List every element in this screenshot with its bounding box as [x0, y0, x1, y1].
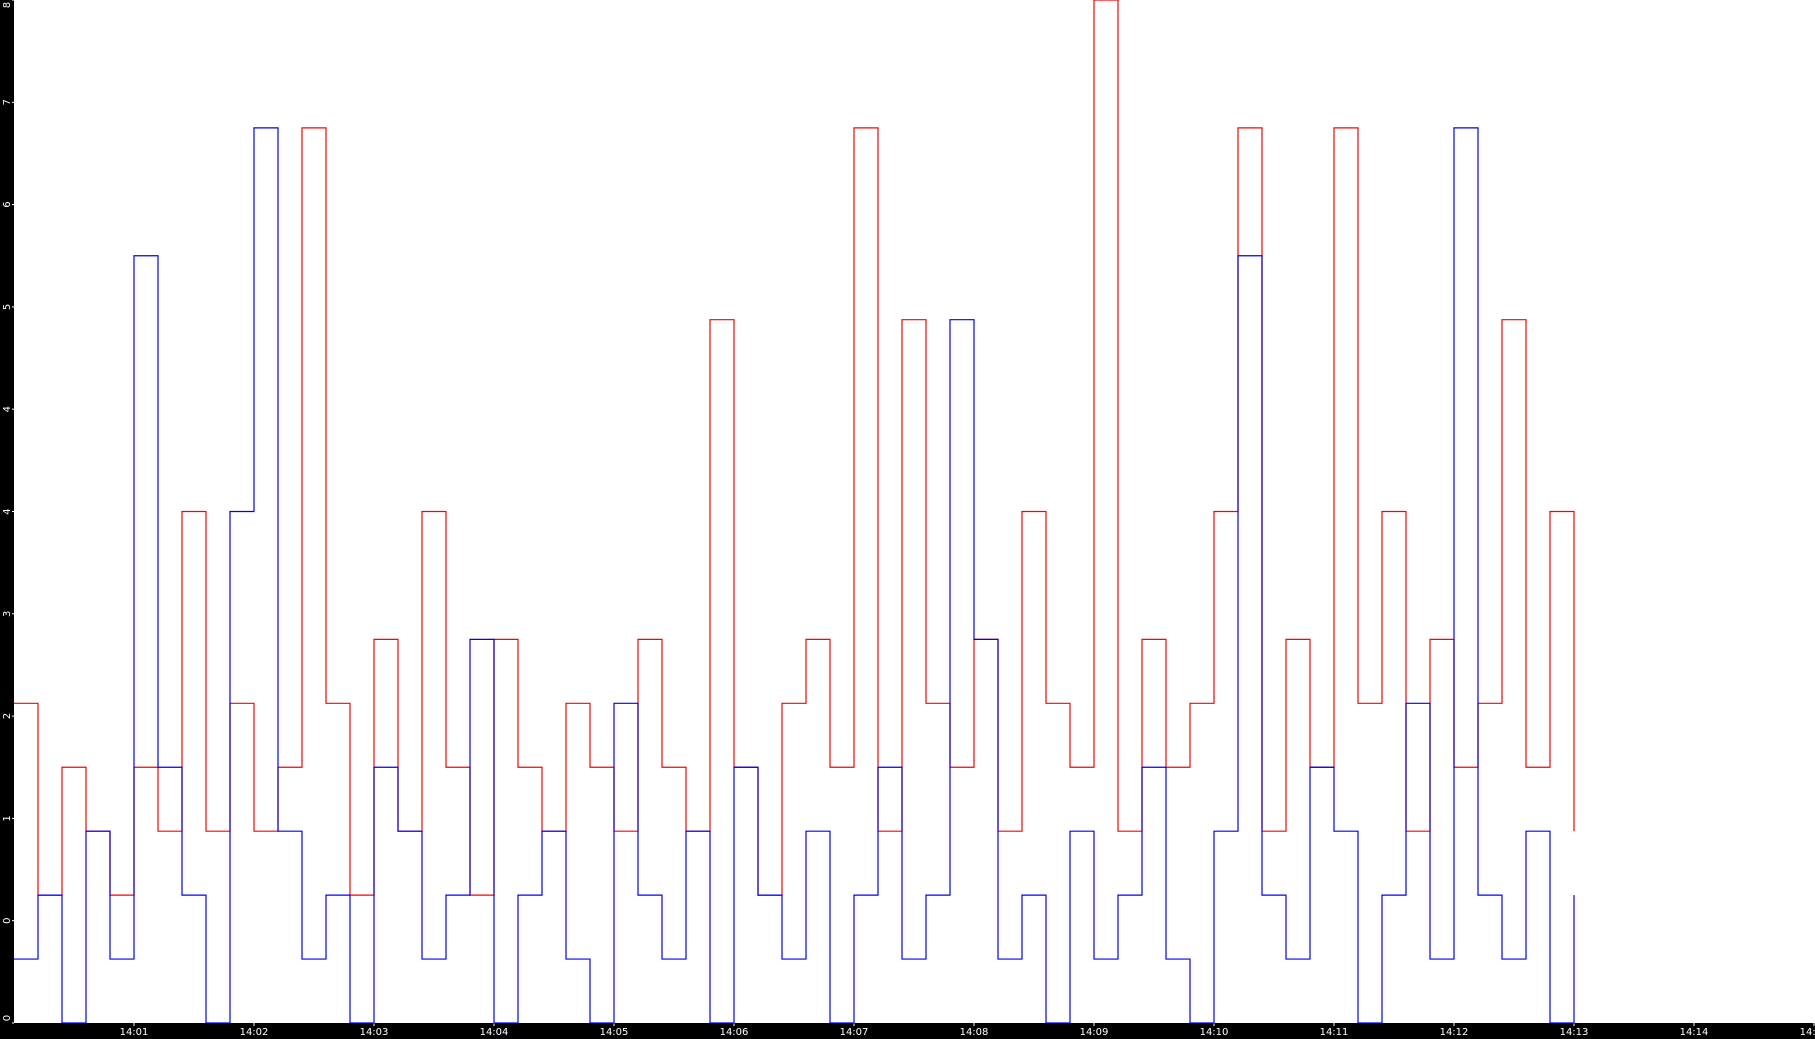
x-tick-label: 14:07: [840, 1027, 869, 1038]
x-tick-label: 14:15: [1800, 1027, 1815, 1038]
x-tick-label: 14:12: [1440, 1027, 1469, 1038]
x-tick-label: 14:09: [1080, 1027, 1109, 1038]
y-tick-label: 1: [2, 815, 13, 821]
y-tick-label: 8: [2, 2, 13, 8]
y-tick-label: 2: [2, 713, 13, 719]
x-tick-label: 14:08: [960, 1027, 989, 1038]
y-tick-label: 5: [2, 304, 13, 310]
x-tick-label: 14:04: [480, 1027, 509, 1038]
y-tick-label: 0: [2, 918, 13, 924]
x-tick-label: 14:06: [720, 1027, 749, 1038]
y-tick-label: 3: [2, 611, 13, 617]
x-tick-label: 14:14: [1680, 1027, 1709, 1038]
y-tick-label: 7: [2, 99, 13, 105]
y-tick-label: 4: [2, 508, 13, 514]
y-tick-label: 0: [2, 1015, 13, 1021]
x-axis-bar: [0, 1023, 1815, 1039]
series-line: [14, 127, 1575, 1024]
x-tick-label: 14:10: [1200, 1027, 1229, 1038]
x-tick-label: 14:13: [1560, 1027, 1589, 1038]
y-tick-label: 4: [2, 406, 13, 412]
x-tick-label: 14:11: [1320, 1027, 1349, 1038]
x-tick-label: 14:03: [360, 1027, 389, 1038]
x-tick-label: 14:02: [240, 1027, 269, 1038]
x-tick-label: 14:01: [120, 1027, 149, 1038]
y-tick-label: 6: [2, 201, 13, 207]
x-tick-label: 14:05: [600, 1027, 629, 1038]
y-axis-bar: [0, 0, 14, 1039]
